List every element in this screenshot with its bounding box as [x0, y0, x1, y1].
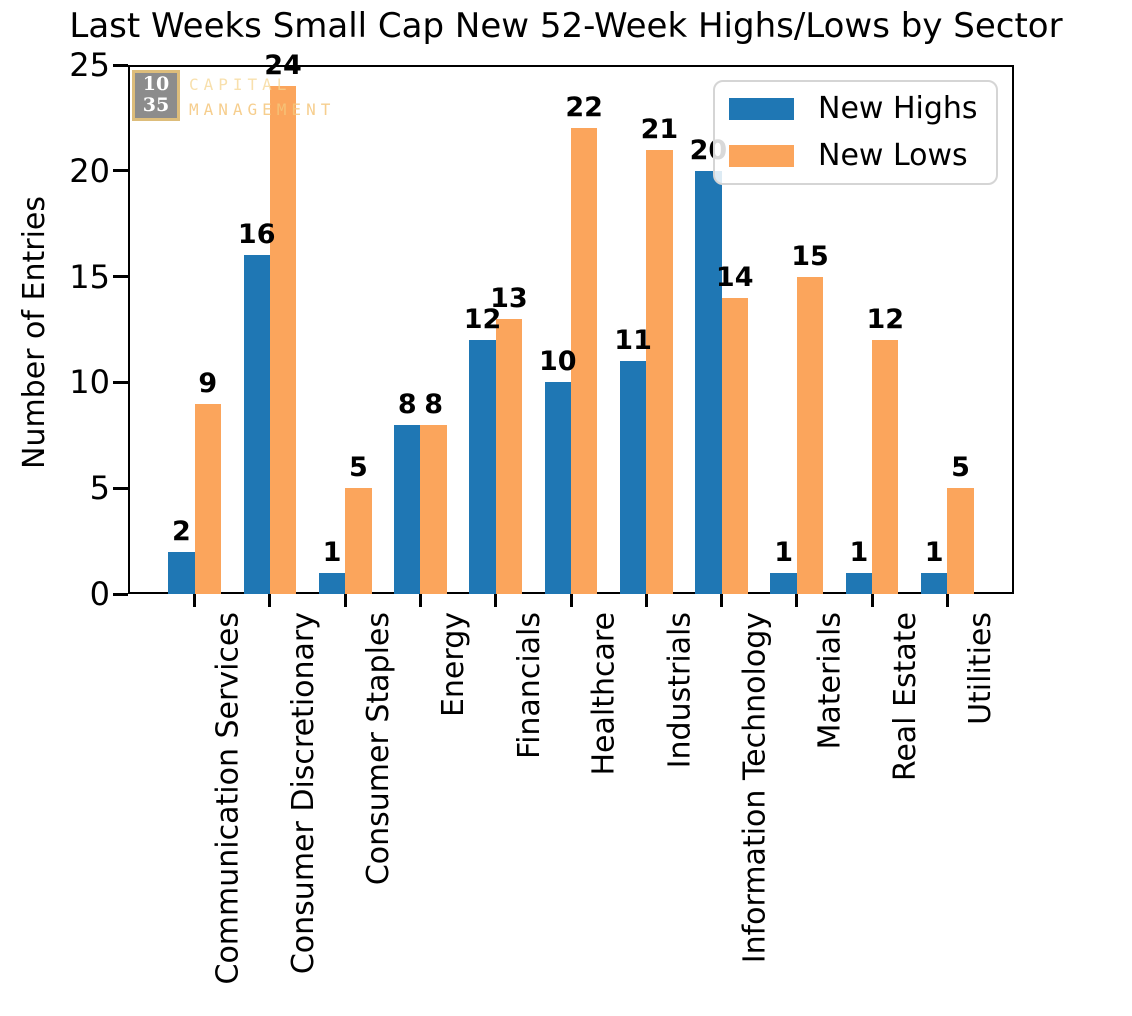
bar-new-highs-energy — [394, 424, 421, 594]
bar-new-lows-materials — [796, 276, 824, 594]
x-tick — [343, 594, 347, 607]
legend-swatch-new-lows — [729, 145, 794, 167]
watermark-logo: 10 35 — [132, 70, 180, 121]
bar-new-highs-materials — [770, 572, 797, 594]
bar-value-label: 15 — [791, 240, 829, 272]
x-tick-label-communication-services: Communication Services — [210, 612, 246, 985]
y-tick-label: 10 — [69, 363, 110, 402]
x-tick-label-industrials: Industrials — [662, 612, 698, 769]
bar-new-lows-information-technology — [721, 297, 748, 594]
x-tick — [945, 594, 949, 607]
bar-value-label: 5 — [951, 452, 970, 484]
x-tick-label-energy: Energy — [436, 612, 472, 718]
bar-new-lows-consumer-discretionary — [269, 86, 297, 594]
legend-item-new-highs: New Highs — [729, 92, 982, 126]
bar-value-label: 5 — [348, 452, 368, 484]
x-tick-label-information-technology: Information Technology — [737, 612, 773, 964]
bar-value-label: 24 — [264, 50, 302, 82]
legend-swatch-new-highs — [729, 98, 794, 120]
bar-value-label: 13 — [490, 282, 528, 314]
x-tick-label-consumer-discretionary: Consumer Discretionary — [285, 612, 321, 975]
bar-new-highs-consumer-discretionary — [243, 255, 270, 594]
bar-value-label: 8 — [424, 388, 443, 420]
x-tick — [268, 594, 272, 607]
x-tick — [494, 594, 498, 607]
bar-new-highs-information-technology — [695, 170, 722, 594]
legend-label-new-lows: New Lows — [818, 138, 968, 173]
bar-value-label: 1 — [849, 536, 869, 568]
watermark-text: CAPITAL MANAGEMENT — [189, 70, 335, 122]
x-tick-label-healthcare: Healthcare — [587, 612, 622, 776]
x-tick — [569, 594, 573, 607]
x-tick-label-financials: Financials — [511, 612, 547, 759]
bar-value-label: 14 — [715, 261, 754, 293]
x-tick — [720, 594, 724, 607]
watermark-line1: CAPITAL — [189, 75, 292, 94]
bar-new-highs-real-estate — [845, 572, 873, 594]
y-tick — [113, 380, 128, 384]
watermark-logo-top: 10 — [142, 73, 170, 95]
bar-value-label: 22 — [565, 92, 603, 124]
bar-new-highs-healthcare — [544, 382, 571, 594]
legend-label-new-highs: New Highs — [818, 91, 978, 126]
x-tick-label-materials: Materials — [812, 612, 848, 750]
x-tick — [418, 594, 422, 607]
y-tick-label: 20 — [69, 151, 110, 190]
x-tick-label-utilities: Utilities — [963, 612, 999, 725]
bar-new-highs-consumer-staples — [318, 572, 346, 594]
bar-value-label: 11 — [614, 325, 652, 357]
bar-value-label: 21 — [640, 113, 679, 145]
legend: New Highs New Lows — [713, 80, 998, 185]
legend-item-new-lows: New Lows — [729, 139, 982, 173]
bar-new-lows-communication-services — [194, 403, 221, 594]
x-tick-label-consumer-staples: Consumer Staples — [361, 612, 397, 886]
x-tick-label-real-estate: Real Estate — [888, 612, 924, 782]
bar-new-highs-communication-services — [168, 551, 195, 594]
bar-value-label: 9 — [198, 367, 218, 399]
bar-new-highs-industrials — [619, 361, 647, 594]
bar-value-label: 1 — [322, 536, 342, 568]
bar-value-label: 12 — [463, 304, 502, 336]
x-tick — [644, 594, 648, 607]
y-tick — [113, 275, 128, 279]
bar-new-lows-industrials — [646, 149, 673, 594]
bar-value-label: 1 — [774, 536, 794, 568]
bar-value-label: 10 — [539, 346, 577, 378]
y-axis-label: Number of Entries — [17, 196, 52, 469]
y-tick-label: 5 — [89, 469, 110, 508]
y-tick — [113, 592, 128, 596]
y-tick — [113, 63, 128, 67]
x-tick — [795, 594, 799, 607]
y-tick-label: 25 — [69, 46, 110, 84]
bar-value-label: 1 — [924, 536, 944, 568]
x-tick — [870, 594, 874, 607]
bar-new-lows-healthcare — [571, 128, 598, 594]
bar-new-lows-energy — [420, 424, 447, 594]
chart-title: Last Weeks Small Cap New 52-Week Highs/L… — [69, 6, 1063, 46]
y-tick — [113, 169, 128, 173]
y-tick — [113, 486, 128, 490]
watermark-line2: MANAGEMENT — [189, 100, 336, 119]
bar-value-label: 8 — [397, 388, 417, 420]
bar-new-lows-real-estate — [872, 340, 899, 594]
y-tick-label: 0 — [89, 575, 110, 613]
x-tick — [193, 594, 197, 607]
bar-new-highs-utilities — [921, 572, 948, 594]
bar-new-highs-financials — [469, 340, 496, 594]
bar-new-lows-utilities — [947, 488, 974, 594]
watermark: 10 35 CAPITAL MANAGEMENT — [132, 70, 335, 122]
bar-new-lows-financials — [495, 318, 523, 594]
bar-new-lows-consumer-staples — [345, 488, 372, 594]
bar-value-label: 2 — [172, 515, 191, 547]
y-tick-label: 15 — [69, 257, 110, 296]
bar-value-label: 12 — [866, 304, 905, 336]
plot-area: 0 5 10 15 20 25 2 9 16 24 1 5 8 8 12 13 10 22 11 21 20 14 1 15 1… — [69, 46, 1014, 613]
bar-value-label: 16 — [237, 219, 276, 251]
watermark-logo-bottom: 35 — [142, 94, 170, 116]
